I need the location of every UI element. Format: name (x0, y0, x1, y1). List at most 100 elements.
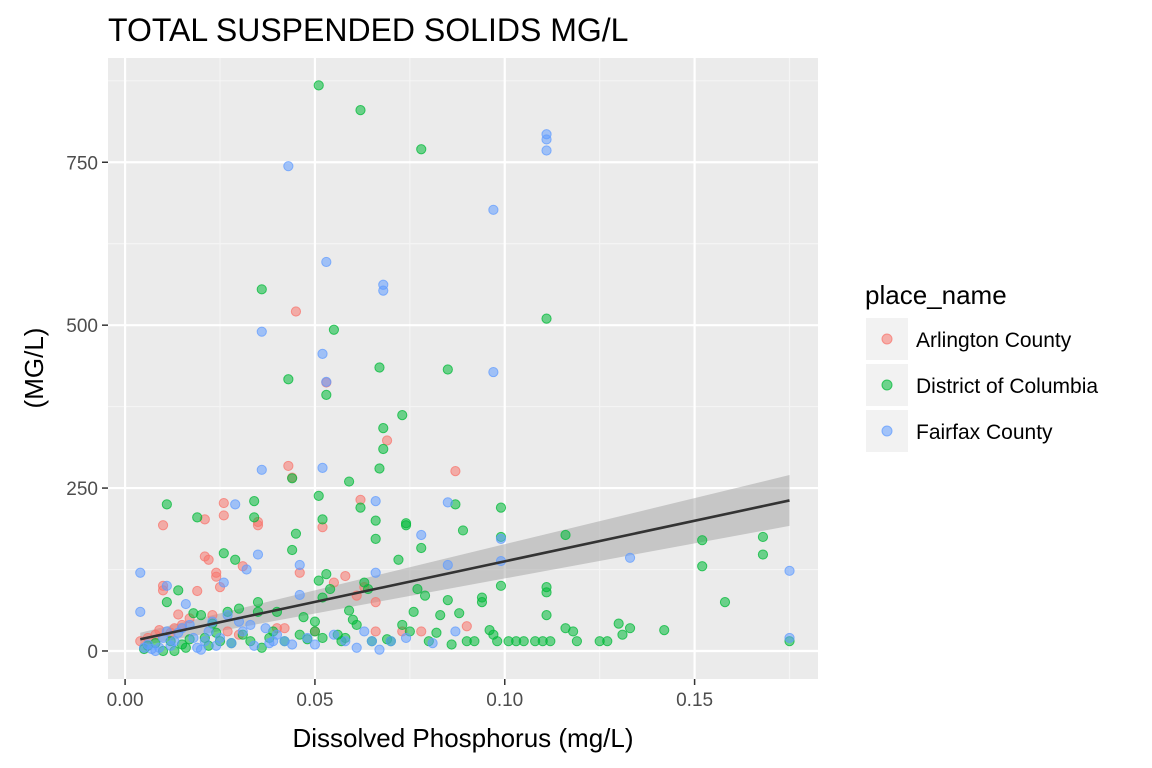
data-point (199, 636, 210, 647)
data-point (374, 463, 385, 474)
trend-line-path (140, 499, 790, 641)
data-point (283, 161, 294, 172)
data-point (412, 583, 423, 595)
data-point (317, 514, 328, 525)
data-point (659, 625, 670, 636)
data-point (203, 554, 214, 565)
data-point (757, 549, 769, 560)
data-point (161, 499, 172, 510)
data-point (476, 597, 488, 608)
data-point (192, 512, 203, 523)
data-point (541, 610, 552, 621)
data-point (226, 638, 237, 649)
data-point (419, 590, 431, 601)
data-points (135, 80, 795, 657)
legend: place_name Arlington County District of C… (865, 280, 1098, 452)
major-gridlines (108, 58, 818, 679)
data-point (328, 324, 340, 335)
data-point (214, 632, 226, 644)
data-point (450, 626, 461, 637)
data-point (568, 626, 579, 637)
data-point (222, 610, 233, 621)
data-point (290, 528, 302, 539)
data-point (488, 204, 499, 215)
data-point (450, 466, 461, 477)
data-point (378, 285, 389, 296)
data-point (317, 348, 328, 359)
data-point (340, 570, 351, 582)
data-point (154, 642, 165, 653)
data-point (241, 564, 252, 575)
data-point (218, 510, 229, 521)
data-point (256, 464, 267, 475)
data-point (427, 638, 438, 649)
data-point (180, 598, 191, 610)
data-point (294, 589, 305, 601)
data-point (492, 636, 503, 647)
data-point (313, 490, 324, 501)
data-point (431, 627, 442, 638)
data-point (343, 605, 355, 616)
data-point (400, 632, 412, 644)
data-point (283, 460, 294, 472)
legend-item-district-of-columbia: District of Columbia (866, 364, 1098, 406)
legend-label: Arlington County (916, 329, 1072, 352)
data-point (617, 629, 628, 640)
data-point (416, 626, 427, 637)
data-point (298, 611, 309, 623)
data-point (408, 606, 419, 617)
data-point (218, 497, 229, 509)
data-point (309, 639, 321, 650)
data-point (446, 639, 457, 650)
data-point (370, 515, 381, 526)
data-point (161, 580, 172, 591)
data-point (256, 326, 267, 337)
data-point (218, 548, 229, 559)
data-point (442, 559, 453, 571)
legend-item-fairfax-county: Fairfax County (866, 410, 1053, 452)
data-point (252, 549, 264, 560)
data-point (195, 610, 207, 621)
data-point (161, 597, 172, 608)
data-point (302, 632, 313, 644)
data-point (313, 80, 324, 91)
data-point (203, 626, 214, 637)
data-point (317, 462, 328, 473)
data-point (370, 567, 381, 578)
legend-title: place_name (865, 280, 1007, 310)
data-point (211, 571, 222, 582)
legend-items: Arlington County District of Columbia Fair… (866, 318, 1098, 452)
data-point (370, 533, 381, 545)
data-point (188, 632, 199, 644)
data-point (351, 619, 362, 631)
data-point (252, 597, 264, 608)
data-point (135, 606, 146, 617)
data-point (279, 623, 290, 634)
chart-title: TOTAL SUSPENDED SOLIDS MG/L (108, 12, 628, 48)
data-point (355, 502, 366, 513)
trend-line (140, 499, 790, 641)
data-point (495, 580, 507, 591)
data-point (195, 644, 207, 655)
data-point (321, 568, 332, 580)
data-point (173, 609, 184, 620)
x-axis: 0.00 0.05 0.10 0.15 (107, 679, 713, 711)
data-point (374, 362, 385, 373)
data-point (271, 629, 283, 640)
data-point (351, 642, 362, 653)
data-point (321, 376, 332, 387)
data-point (518, 636, 529, 647)
data-point (230, 554, 241, 565)
data-point (192, 585, 203, 597)
data-point (169, 636, 180, 647)
data-point (541, 134, 552, 145)
data-point (233, 603, 245, 614)
y-tick-label: 500 (66, 316, 98, 337)
y-tick-label: 750 (66, 153, 98, 174)
data-point (400, 518, 412, 529)
data-point (613, 618, 624, 629)
data-point (541, 313, 552, 324)
data-point (309, 616, 321, 627)
data-point (495, 533, 507, 545)
